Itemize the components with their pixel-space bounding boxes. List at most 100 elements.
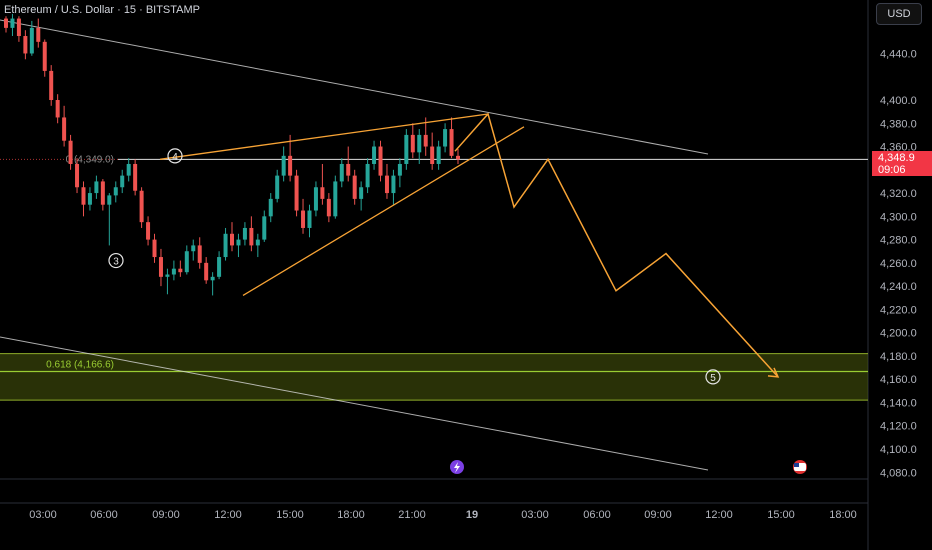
candle-body xyxy=(255,239,260,246)
us-flag-canton xyxy=(794,463,799,467)
time-tick-label: 06:00 xyxy=(583,509,611,521)
price-tick-label: 4,140.0 xyxy=(880,397,917,409)
price-tick-label: 4,380.0 xyxy=(880,118,917,130)
candle-body xyxy=(230,233,234,246)
candle xyxy=(313,181,318,217)
candle xyxy=(23,30,28,60)
candle-body xyxy=(139,190,144,223)
time-tick-label: 15:00 xyxy=(276,509,304,521)
price-tick-label: 4,160.0 xyxy=(880,374,917,386)
candle xyxy=(404,129,409,170)
candle xyxy=(126,158,131,182)
current-price-badge: 4,348.9 09:06 xyxy=(872,151,932,176)
wave-label: 4 xyxy=(172,152,178,163)
candle-body xyxy=(294,175,299,211)
time-axis[interactable]: 03:00 06:00 09:00 12:00 15:00 18:00 21:00 19 03:… xyxy=(29,509,857,521)
candle-body xyxy=(210,276,215,281)
wave-label-circle xyxy=(705,369,721,385)
time-tick-label: 12:00 xyxy=(705,509,733,521)
wedge-lower-line xyxy=(242,126,525,296)
price-tick-label: 4,120.0 xyxy=(880,421,917,433)
candles xyxy=(4,13,460,296)
price-tick-label: 4,200.0 xyxy=(880,328,917,340)
candle-body xyxy=(23,36,28,54)
candle-body xyxy=(417,134,422,153)
candle-body xyxy=(55,100,60,118)
candle-body xyxy=(4,18,8,28)
candle-body xyxy=(191,245,196,252)
candle xyxy=(456,148,460,164)
candle-body xyxy=(391,175,396,194)
trendlines: 0 (4,349.0) 0.618 (4,166.6) xyxy=(0,19,868,471)
candle-body xyxy=(339,163,344,182)
wave-label-circle xyxy=(108,252,124,269)
candle xyxy=(29,20,34,56)
candle-body xyxy=(430,146,435,164)
candle-body xyxy=(346,163,351,176)
candle-body xyxy=(301,210,306,228)
candle-body xyxy=(242,227,247,240)
wave-label: 3 xyxy=(113,257,119,268)
candle-body xyxy=(10,18,15,28)
candle xyxy=(281,146,286,182)
candle-body xyxy=(449,129,454,156)
candle-body xyxy=(326,198,331,217)
price-tick-label: 4,440.0 xyxy=(880,48,917,60)
grid-lines xyxy=(0,0,869,550)
candle xyxy=(326,193,331,223)
wave-label-circle xyxy=(167,148,183,164)
target-zone xyxy=(0,353,868,401)
candle-body xyxy=(146,222,151,240)
fib-0-label: 0 (4,349.0) xyxy=(66,154,114,165)
candle xyxy=(120,169,125,194)
candle xyxy=(372,140,377,170)
candle xyxy=(184,245,189,275)
candle xyxy=(268,193,273,223)
candle-body xyxy=(81,187,86,205)
candle xyxy=(49,65,54,106)
time-tick-label: 03:00 xyxy=(29,509,57,521)
candle-body xyxy=(281,155,286,176)
candle xyxy=(55,94,60,124)
candle-body xyxy=(171,268,176,275)
candle xyxy=(320,163,325,205)
candle-body xyxy=(178,268,183,273)
candle xyxy=(100,179,105,211)
candle-body xyxy=(184,251,189,273)
candle-body xyxy=(365,163,370,188)
price-tick-label: 4,220.0 xyxy=(880,304,917,316)
price-tick-label: 4,300.0 xyxy=(880,211,917,223)
time-tick-label: 03:00 xyxy=(521,509,549,521)
projection-path xyxy=(454,112,779,378)
candle xyxy=(16,16,21,42)
candle-body xyxy=(236,239,241,246)
candle-body xyxy=(42,41,47,71)
candle xyxy=(449,117,454,159)
time-tick-label: 09:00 xyxy=(644,509,672,521)
candle xyxy=(94,175,99,199)
candle xyxy=(275,169,280,203)
candle-body xyxy=(217,257,222,277)
candle-body xyxy=(307,210,312,228)
candle-body xyxy=(120,175,125,188)
candle-body xyxy=(100,181,105,205)
time-tick-label: 09:00 xyxy=(152,509,180,521)
time-tick-label: 15:00 xyxy=(767,509,795,521)
candle xyxy=(249,216,254,252)
wave-label: 5 xyxy=(710,373,716,384)
candle xyxy=(133,159,138,196)
price-tick-label: 4,320.0 xyxy=(880,188,917,200)
event-markers xyxy=(450,460,807,474)
candle-body xyxy=(423,134,428,147)
candle-body xyxy=(262,216,267,240)
candle-body xyxy=(288,155,293,176)
price-axis[interactable]: 4,080.0 4,100.0 4,120.0 4,140.0 4,160.0 4,180… xyxy=(880,48,917,479)
candle xyxy=(417,129,422,164)
candle xyxy=(197,237,202,269)
candle xyxy=(42,39,47,77)
candle-body xyxy=(404,134,409,164)
candle xyxy=(236,233,241,258)
candle xyxy=(378,140,383,182)
currency-button[interactable]: USD xyxy=(876,3,922,25)
